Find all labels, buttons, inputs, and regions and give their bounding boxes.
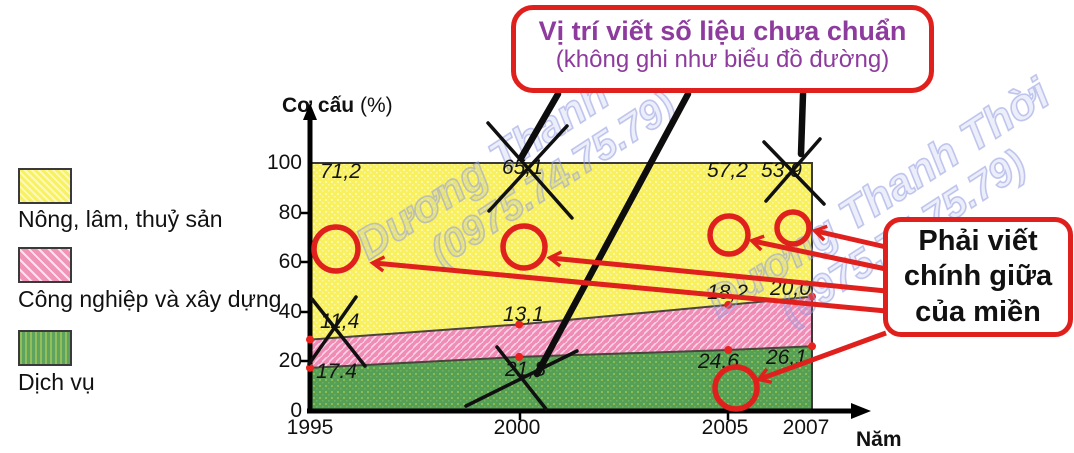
y-axis-title: Cơ cấu (%) — [282, 94, 393, 117]
value-label-industry-2005: 18,2 — [707, 281, 748, 304]
right-callout-arrows — [374, 231, 887, 379]
correct-position-circles — [311, 209, 812, 412]
x-tick-1995: 1995 — [286, 416, 334, 439]
vertex-dot — [808, 342, 816, 351]
legend-swatch-agriculture — [18, 168, 72, 204]
value-label-service-2005: 24,6 — [698, 350, 739, 373]
legend-label-services: Dịch vụ — [18, 369, 95, 395]
y-tick-60: 60 — [278, 250, 302, 273]
area-2 — [310, 163, 812, 340]
value-label-agri-2007: 53,9 — [761, 159, 802, 182]
x-tick-2005: 2005 — [701, 416, 749, 439]
value-label-agri-1995: 71,2 — [320, 160, 361, 183]
x-axis-title: Năm — [856, 428, 902, 451]
y-tick-40: 40 — [278, 300, 302, 323]
value-label-industry-2007: 20,0 — [770, 277, 811, 300]
value-label-service-1995: 17.4 — [316, 360, 357, 383]
x-tick-2000: 2000 — [493, 416, 541, 439]
legend-swatch-industry — [18, 247, 72, 283]
value-label-industry-1995: 11,4 — [320, 310, 360, 333]
top-callout-pointer-lines — [517, 90, 807, 378]
value-label-service-2000: 21,8 — [505, 358, 546, 381]
value-label-agri-2000: 65,1 — [502, 156, 543, 179]
y-tick-100: 100 — [266, 151, 302, 174]
value-label-agri-2005: 57,2 — [707, 159, 748, 182]
legend-label-industry: Công nghiệp và xây dựng — [18, 286, 282, 312]
y-tick-80: 80 — [278, 201, 302, 224]
legend-label-agriculture: Nông, lâm, thuỷ sản — [18, 206, 223, 232]
value-label-service-2007: 26,1 — [766, 346, 807, 369]
vertex-dot — [306, 363, 314, 372]
legend-swatch-services — [18, 330, 72, 366]
y-tick-0: 0 — [290, 399, 302, 422]
callout-data-label-position: Vị trí viết số liệu chưa chuẩn (không gh… — [511, 5, 934, 93]
callout-write-in-middle: Phải viết chính giữa của miền — [883, 217, 1073, 337]
vertex-dot — [306, 335, 314, 344]
x-axis-arrow-icon — [851, 403, 871, 419]
value-label-industry-2000: 13,1 — [503, 303, 544, 326]
y-tick-20: 20 — [278, 349, 302, 372]
x-tick-2007: 2007 — [782, 416, 830, 439]
